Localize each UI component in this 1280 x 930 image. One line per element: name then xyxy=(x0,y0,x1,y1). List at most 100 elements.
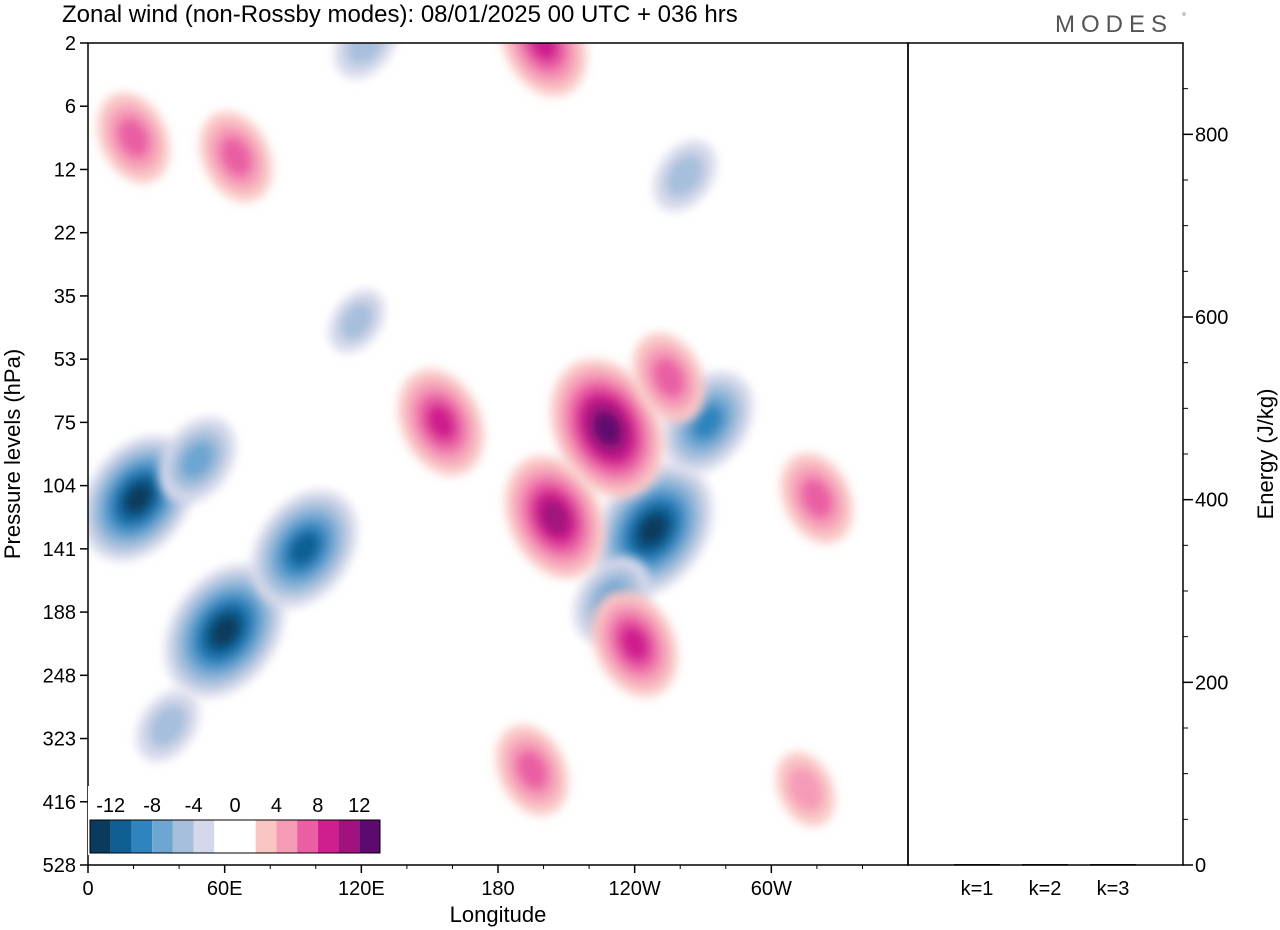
y-tick-label: 248 xyxy=(43,665,76,687)
heatmap-feature xyxy=(653,140,717,212)
y-tick-label: 53 xyxy=(54,349,76,371)
heatmap-contour xyxy=(289,532,320,566)
energy-frame xyxy=(907,42,1184,866)
heatmap-contour xyxy=(346,43,386,65)
colorbar-swatch xyxy=(235,820,256,853)
heatmap-feature xyxy=(550,359,664,498)
heatmap-contour xyxy=(638,513,668,546)
energy-bar xyxy=(1022,864,1068,866)
x-tick-label: 120E xyxy=(338,878,385,900)
y-tick-label: 75 xyxy=(54,412,76,434)
colorbar-label: 12 xyxy=(348,795,370,817)
colorbar-swatch xyxy=(276,820,298,853)
colorbar-label: -8 xyxy=(143,795,161,817)
heatmap-contour xyxy=(787,766,824,812)
y-tick-label: 6 xyxy=(65,96,76,118)
x-tick-label: 60W xyxy=(751,878,792,900)
chart-title: Zonal wind (non-Rossby modes): 08/01/202… xyxy=(62,1,738,28)
colorbar-swatch xyxy=(214,820,235,853)
colorbar-swatch xyxy=(317,820,339,853)
colorbar: -12 -8 -4 0 4 8 12 xyxy=(88,786,382,855)
y-tick-label: 416 xyxy=(43,792,76,814)
x-tick-label: 120W xyxy=(609,878,661,900)
heatmap-contour xyxy=(540,499,570,535)
heatmap-panel: 0 60E 120E 180 120W 60W 2 6 12 22 35 53 75 104 141 188… xyxy=(0,33,909,927)
energy-y-axis: 0 200 400 600 800 xyxy=(1183,88,1228,877)
modes-logo: MODES xyxy=(1055,11,1173,38)
y-axis-label: Pressure levels (hPa) xyxy=(0,349,25,559)
heatmap-contour xyxy=(800,478,833,519)
energy-bar xyxy=(1090,864,1136,866)
x-tick-label: 60E xyxy=(207,878,243,900)
heatmap-feature xyxy=(398,369,484,476)
y-tick-label: 188 xyxy=(43,602,76,624)
colorbar-swatch xyxy=(359,820,380,853)
heatmap-feature xyxy=(591,590,678,697)
heatmap-contour xyxy=(220,136,253,177)
heatmap-feature xyxy=(164,564,285,698)
colorbar-swatch xyxy=(172,820,194,853)
y-tick-label: 22 xyxy=(54,223,76,245)
x-axis: 0 60E 120E 180 120W 60W xyxy=(82,865,863,900)
heatmap-feature xyxy=(632,333,705,424)
x-tick-label: 0 xyxy=(82,878,93,900)
colorbar-swatch xyxy=(131,820,153,853)
heatmap-feature xyxy=(97,92,170,183)
x-axis-label: Longitude xyxy=(450,902,547,927)
heatmap-contour xyxy=(124,483,152,514)
energy-y-tick-label: 200 xyxy=(1195,672,1228,694)
heatmap-contour xyxy=(117,117,150,158)
heatmap-contour xyxy=(593,411,622,446)
energy-bars: k=1 k=2 k=3 xyxy=(954,864,1136,900)
colorbar-swatch xyxy=(193,820,215,853)
energy-y-tick-label: 800 xyxy=(1195,124,1228,146)
colorbar-swatch xyxy=(152,820,173,853)
y-tick-label: 323 xyxy=(43,729,76,751)
heatmap-feature xyxy=(593,463,713,597)
y-tick-label: 104 xyxy=(43,476,76,498)
heatmap-contour xyxy=(619,625,650,663)
energy-x-tick-label: k=2 xyxy=(1029,878,1062,900)
colorbar-label: -12 xyxy=(96,795,125,817)
y-tick-label: 141 xyxy=(43,539,76,561)
heatmap-feature xyxy=(329,289,385,353)
colorbar-label: -4 xyxy=(185,795,203,817)
heatmap-feature xyxy=(776,752,835,827)
x-tick-label: 180 xyxy=(481,878,514,900)
energy-x-tick-label: k=1 xyxy=(961,878,994,900)
heatmap-contour xyxy=(210,614,240,648)
colorbar-swatch xyxy=(297,820,318,853)
y-tick-label: 35 xyxy=(54,286,76,308)
energy-y-tick-label: 400 xyxy=(1195,490,1228,512)
colorbar-swatch xyxy=(338,820,360,853)
heatmap-feature xyxy=(136,690,199,762)
heatmap-feature xyxy=(251,490,357,608)
heatmap-contour xyxy=(652,358,685,399)
heatmap-feature xyxy=(158,417,236,504)
energy-y-axis-label: Energy (J/kg) xyxy=(1253,389,1278,520)
energy-x-tick-label: k=3 xyxy=(1097,878,1130,900)
y-tick-label: 12 xyxy=(54,159,76,181)
logo-degree-mark: ° xyxy=(1182,12,1186,23)
energy-bar xyxy=(954,864,1000,866)
heatmap-feature xyxy=(199,111,273,202)
heatmap-feature xyxy=(496,725,569,816)
energy-y-tick-label: 600 xyxy=(1195,307,1228,329)
colorbar-swatch xyxy=(90,820,111,853)
y-tick-label: 528 xyxy=(43,855,76,877)
heatmap-contour xyxy=(148,704,187,748)
heatmap-contour xyxy=(516,750,549,791)
heatmap-feature xyxy=(780,453,853,544)
heatmap-contour xyxy=(180,441,215,480)
colorbar-swatch xyxy=(255,820,277,853)
y-tick-label: 2 xyxy=(65,33,76,55)
heatmap-field xyxy=(88,43,908,865)
heatmap-contour xyxy=(339,301,374,341)
colorbar-label: 8 xyxy=(312,795,323,817)
heatmap-contour xyxy=(426,403,456,441)
heatmap-feature xyxy=(505,456,605,579)
y-axis: 2 6 12 22 35 53 75 104 141 188 248 323 416 528 xyxy=(43,33,88,877)
colorbar-frame xyxy=(89,819,381,854)
heatmap-contour xyxy=(691,404,724,441)
